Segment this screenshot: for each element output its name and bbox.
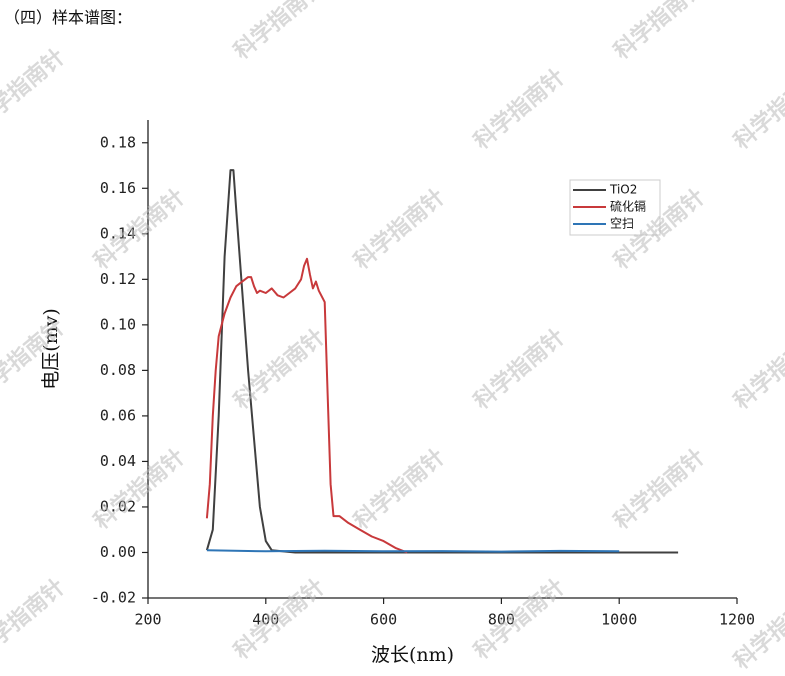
watermark: 科学指南针 <box>0 574 70 665</box>
watermark: 科学指南针 <box>469 574 570 665</box>
x-tick-label: 1200 <box>719 611 755 629</box>
watermark: 科学指南针 <box>469 64 570 155</box>
watermark: 科学指南针 <box>349 184 450 275</box>
y-tick-label: 0.10 <box>100 315 136 333</box>
x-tick-label: 800 <box>488 611 515 629</box>
watermark: 科学指南针 <box>229 324 330 415</box>
watermark: 科学指南针 <box>349 444 450 535</box>
watermark: 科学指南针 <box>229 0 330 65</box>
legend-label: 空扫 <box>610 217 634 231</box>
y-tick-label: 0.06 <box>100 406 136 424</box>
legend-label: TiO2 <box>609 183 637 197</box>
legend-label: 硫化镉 <box>610 199 646 214</box>
y-tick-label: -0.02 <box>91 589 136 607</box>
y-tick-label: 0.12 <box>100 270 136 288</box>
y-tick-label: 0.00 <box>100 543 136 561</box>
watermark: 科学指南针 <box>729 584 785 675</box>
y-tick-label: 0.16 <box>100 179 136 197</box>
series-line <box>205 257 408 554</box>
watermark: 科学指南针 <box>729 324 785 415</box>
y-tick-label: 0.08 <box>100 361 136 379</box>
watermark: 科学指南针 <box>609 0 710 65</box>
watermark: 科学指南针 <box>0 44 70 135</box>
heading: （四）样本谱图： <box>4 8 133 27</box>
y-tick-label: 0.02 <box>100 497 136 515</box>
x-tick-label: 200 <box>134 611 161 629</box>
series-line <box>206 549 620 553</box>
x-tick-label: 600 <box>370 611 397 629</box>
y-tick-label: 0.14 <box>100 224 136 242</box>
x-tick-label: 1000 <box>601 611 637 629</box>
watermark: 科学指南针 <box>469 324 570 415</box>
watermark: 科学指南针 <box>729 64 785 155</box>
watermark: 科学指南针 <box>609 444 710 535</box>
series-line <box>205 169 679 554</box>
x-axis-title: 波长(nm) <box>371 644 454 666</box>
x-tick-label: 400 <box>252 611 279 629</box>
y-tick-label: 0.18 <box>100 133 136 151</box>
y-axis-title: 电压(mv) <box>40 308 62 390</box>
y-tick-label: 0.04 <box>100 452 136 470</box>
watermark: 科学指南针 <box>229 574 330 665</box>
